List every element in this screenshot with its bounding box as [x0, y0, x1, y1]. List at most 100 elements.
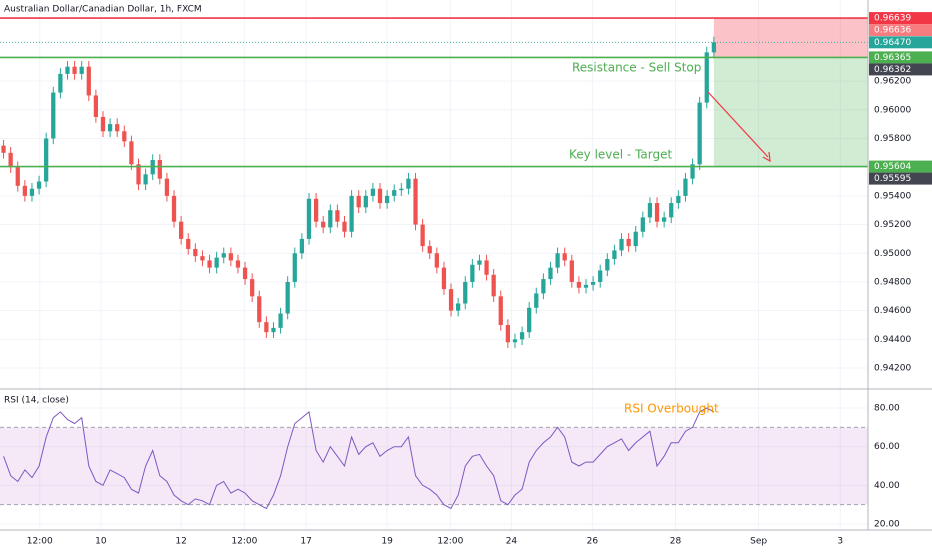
candle-body [676, 195, 681, 204]
price-label: 0.96639 [874, 14, 911, 24]
candle-body [271, 327, 276, 333]
candle-body [214, 257, 219, 268]
candle-body [72, 66, 77, 74]
y-tick-label: 0.96200 [874, 77, 911, 87]
candle-body [363, 195, 368, 208]
candle-body [527, 307, 532, 333]
stop-zone [713, 18, 868, 58]
candle-body [463, 281, 468, 304]
candle-body [257, 296, 262, 323]
y-tick-label: 0.94400 [874, 335, 911, 345]
y-tick-label: 0.94600 [874, 306, 911, 316]
y-tick-label: 0.96000 [874, 105, 911, 115]
candle-body [328, 210, 333, 228]
price-label-box [869, 51, 932, 64]
x-tick-label: 12 [175, 537, 186, 547]
candle-body [171, 195, 177, 222]
y-tick-label: 0.95800 [874, 134, 911, 144]
candle-body [505, 325, 511, 343]
y-tick-label: 0.94800 [874, 277, 911, 287]
x-tick-label: 17 [300, 537, 311, 547]
x-tick-label: 10 [95, 537, 107, 547]
candle-body [484, 260, 489, 275]
candle-body [569, 260, 574, 282]
candle-body [598, 270, 603, 282]
candle-body [662, 217, 667, 222]
candle-body [683, 178, 688, 196]
position-box [713, 18, 868, 167]
candle-body [498, 296, 503, 326]
candle-body [115, 124, 120, 132]
price-label-box [869, 24, 932, 37]
price-label: 0.96362 [874, 65, 911, 75]
y-tick-label: 0.95400 [874, 191, 911, 201]
candle-body [285, 281, 290, 314]
candle-body [477, 260, 482, 265]
x-tick-label: Sep [750, 537, 767, 547]
candle-body [136, 164, 141, 185]
candle-body [392, 190, 397, 196]
candle-body [406, 178, 411, 189]
candle-body [647, 203, 653, 218]
candle-body [704, 52, 709, 103]
levels [0, 17, 868, 168]
candle-body [292, 253, 297, 282]
candle-body [157, 159, 162, 179]
candle-body [669, 203, 674, 218]
price-label: 0.95604 [874, 162, 911, 172]
candle-body [420, 224, 425, 247]
candle-body [178, 221, 184, 239]
price-label-box [869, 63, 932, 76]
rsi-line [3, 407, 715, 510]
x-tick-label: 3 [837, 537, 843, 547]
rsi-title: RSI (14, close) [4, 396, 69, 406]
candle-body [413, 178, 418, 225]
candle-body [633, 231, 638, 247]
price-label: 0.96636 [874, 26, 911, 36]
chart-title: Australian Dollar/Canadian Dollar, 1h, F… [4, 5, 202, 15]
annotation: RSI Overbought [624, 402, 719, 416]
candle-body [448, 289, 454, 311]
candles [1, 36, 716, 348]
candle-body [8, 152, 13, 168]
candle-body [200, 256, 205, 261]
candle-body [434, 253, 439, 268]
candle-body [356, 195, 361, 208]
annotation: Key level - Target [569, 148, 672, 162]
candle-body [555, 253, 560, 268]
candle-body [519, 332, 525, 340]
candle-body [242, 267, 248, 280]
candle-body [193, 248, 198, 257]
candle-body [626, 238, 631, 247]
price-label: 0.96365 [874, 53, 911, 63]
candle-body [86, 66, 91, 96]
grid [0, 0, 868, 530]
candle-body [235, 260, 241, 268]
x-tick-label: 28 [670, 537, 682, 547]
candle-body [605, 259, 610, 271]
candle-body [93, 95, 99, 117]
candle-body [306, 198, 312, 239]
candle-body [299, 238, 305, 254]
candle-body [207, 260, 212, 268]
candle-body [100, 116, 106, 132]
candle-body [335, 210, 340, 222]
candle-body [370, 188, 376, 196]
candle-body [456, 303, 461, 311]
candle-body [36, 181, 42, 189]
arrow-head [762, 151, 771, 163]
candle-body [122, 131, 127, 142]
x-tick-label: 19 [381, 537, 393, 547]
price-label-box [869, 36, 932, 49]
target-zone [713, 57, 868, 167]
candle-body [164, 178, 170, 196]
x-tick-label: 12:00 [27, 537, 53, 547]
candle-body [427, 246, 432, 254]
candle-body [690, 164, 695, 179]
candle-body [612, 250, 617, 260]
y2-tick-label: 20.00 [874, 520, 900, 530]
price-label-box [869, 12, 932, 25]
y-tick-label: 0.95200 [874, 220, 911, 230]
candle-body [491, 274, 496, 297]
